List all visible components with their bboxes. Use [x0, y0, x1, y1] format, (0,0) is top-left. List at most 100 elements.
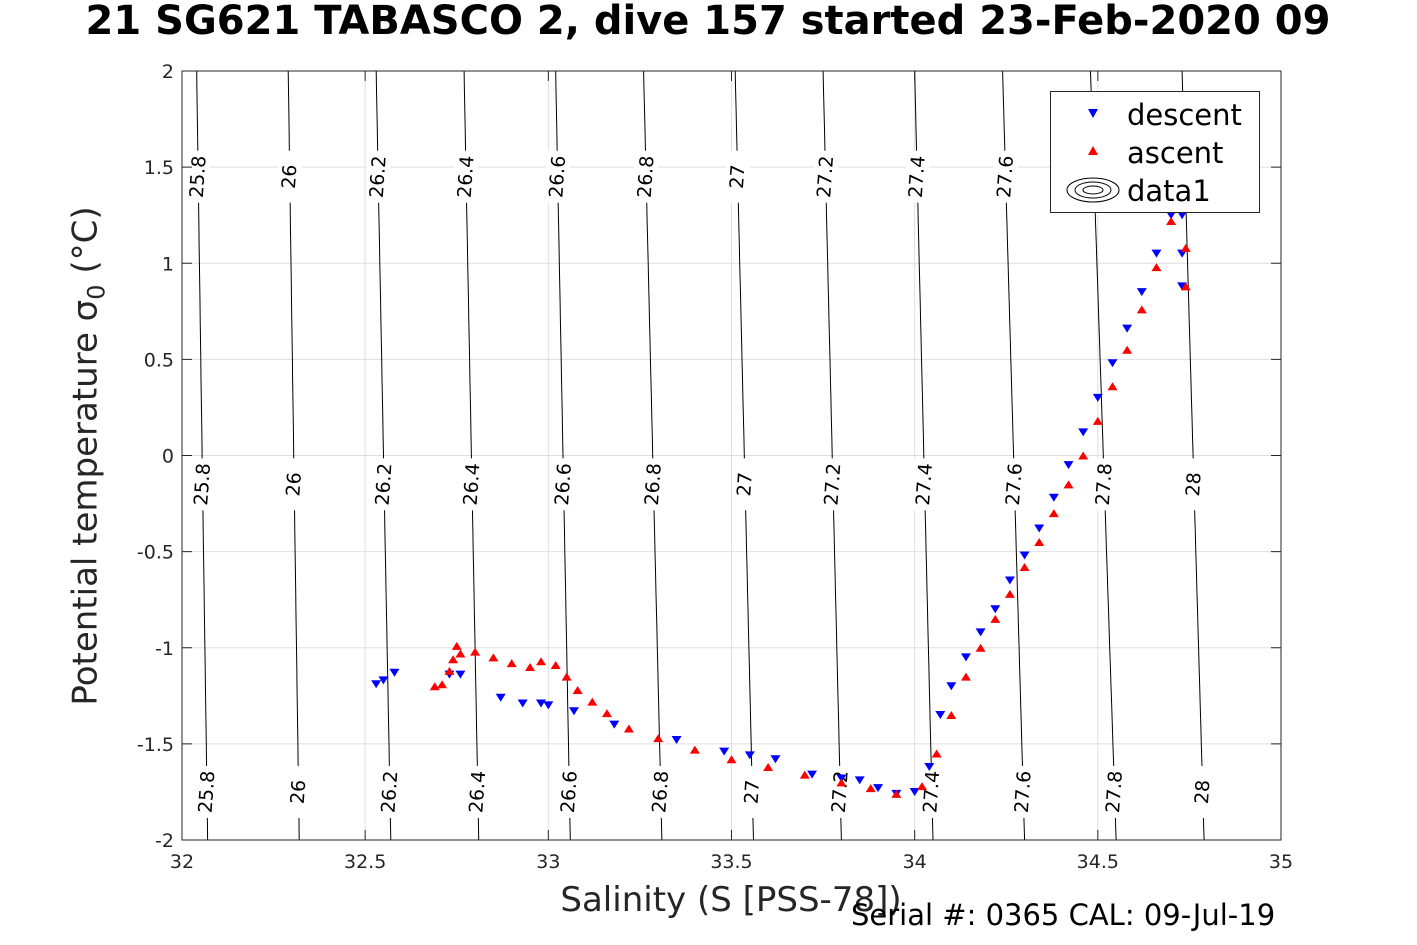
ascent-point — [726, 755, 737, 764]
isopycnal-label: 26.8 — [641, 462, 666, 506]
ascent-point — [653, 734, 664, 743]
x-tick-label: 33 — [536, 851, 560, 873]
y-axis-label: Potential temperature σ0 (°C) — [65, 206, 111, 706]
isopycnal-label-bg — [725, 150, 750, 203]
contour-icon — [1066, 177, 1120, 203]
isopycnal-label: 26.2 — [377, 770, 402, 814]
isopycnal-label: 26.6 — [545, 155, 570, 199]
ascent-point — [437, 680, 448, 689]
ascent-point — [561, 672, 572, 681]
descent-point — [568, 707, 579, 716]
ascent-point — [601, 709, 612, 718]
ascent-point — [455, 649, 466, 658]
isopycnal-label: 27.6 — [1011, 770, 1036, 814]
isopycnal-label-bg — [372, 458, 397, 511]
ascent-point — [689, 745, 700, 754]
isopycnal-label: 27 — [740, 779, 764, 805]
ascent-point — [931, 749, 942, 758]
y-tick-label: 0.5 — [144, 349, 174, 371]
isopycnal-label: 27.2 — [820, 462, 845, 506]
descent-point — [990, 605, 1001, 614]
ascent-point — [506, 659, 517, 668]
chart-title: 21 SG621 TABASCO 2, dive 157 started 23-… — [85, 0, 1331, 44]
ascent-point — [975, 643, 986, 652]
ascent-point — [1166, 216, 1177, 225]
legend-ascent-marker — [1088, 146, 1098, 155]
isopycnal-label-bg — [194, 765, 219, 818]
isopycnal-label-bg — [641, 458, 666, 511]
isopycnal-label: 26.6 — [551, 462, 576, 506]
isopycnal-label: 28 — [1182, 471, 1206, 497]
isopycnal-label-bg — [634, 150, 659, 203]
ascent-point — [1034, 538, 1045, 547]
descent-point — [1034, 524, 1045, 533]
ascent-point — [525, 662, 536, 671]
descent-point — [495, 693, 506, 702]
descent-point — [854, 776, 865, 785]
isopycnal-label-bg — [820, 458, 845, 511]
y-tick-label: 1 — [162, 253, 174, 275]
y-tick-label: -2 — [155, 830, 174, 852]
isopycnal-label-bg — [1002, 458, 1027, 511]
descent-point — [1166, 211, 1177, 220]
y-tick-label: -1 — [155, 638, 174, 660]
ascent-point — [444, 666, 455, 675]
x-tick-label: 35 — [1269, 851, 1293, 873]
descent-point — [517, 699, 528, 708]
descent-point — [1136, 288, 1147, 297]
legend-item-ascent: ascent — [1051, 134, 1259, 170]
ascent-point — [1180, 243, 1191, 252]
descent-point — [924, 762, 935, 771]
ascent-point — [572, 686, 583, 695]
isopycnal-label-bg — [454, 150, 479, 203]
ascent-point — [550, 661, 561, 670]
ascent-point — [990, 614, 1001, 623]
descent-point — [543, 701, 554, 710]
isopycnal-label: 27.2 — [813, 155, 838, 199]
descent-point — [378, 676, 389, 685]
descent-point — [1092, 393, 1103, 402]
descent-point — [960, 653, 971, 662]
isopycnal-label: 27.4 — [905, 155, 930, 199]
isopycnal-label: 26 — [282, 471, 306, 497]
ascent-point — [587, 697, 598, 706]
ascent-point — [470, 647, 481, 656]
isopycnal-label-bg — [1092, 458, 1117, 511]
ascent-point — [623, 724, 634, 733]
legend-ascent-label: ascent — [1127, 136, 1224, 170]
isopycnal-label: 27 — [726, 164, 750, 190]
descent-point — [371, 680, 382, 689]
isopycnal-label: 27.8 — [1092, 462, 1117, 506]
ascent-point — [960, 672, 971, 681]
isopycnal-label: 27.8 — [1102, 770, 1127, 814]
isopycnal-label: 26.8 — [634, 155, 659, 199]
descent-point — [935, 711, 946, 720]
isopycnal-label: 26.4 — [465, 770, 490, 814]
isopycnal-label: 25.8 — [195, 770, 220, 814]
ascent-point — [1136, 305, 1147, 314]
descent-point — [1078, 428, 1089, 437]
isopycnal-label-bg — [905, 150, 930, 203]
y-tick-label: 0 — [162, 446, 174, 468]
descent-point — [744, 751, 755, 760]
isopycnal-label: 25.8 — [186, 155, 211, 199]
ascent-point — [488, 653, 499, 662]
isopycnal-label-bg — [648, 765, 673, 818]
isopycnal-label: 26.4 — [454, 155, 479, 199]
isopycnal-label-bg — [282, 458, 307, 511]
ascent-point — [1078, 451, 1089, 460]
ascent-point — [916, 782, 927, 791]
isopycnal-label: 28 — [1191, 779, 1215, 805]
legend-descent-label: descent — [1127, 98, 1242, 132]
legend: descent ascent data1 — [1050, 91, 1260, 213]
isopycnal-label-bg — [286, 765, 311, 818]
ascent-point — [799, 770, 810, 779]
descent-point — [1048, 493, 1059, 502]
ascent-point — [946, 711, 957, 720]
isopycnal-label-bg — [545, 150, 570, 203]
isopycnal-label: 26 — [287, 779, 311, 805]
x-axis-label: Salinity (S [PSS-78]) — [560, 880, 902, 920]
legend-data1-label: data1 — [1127, 174, 1211, 208]
x-tick-label: 33.5 — [710, 851, 752, 873]
ascent-point — [891, 789, 902, 798]
